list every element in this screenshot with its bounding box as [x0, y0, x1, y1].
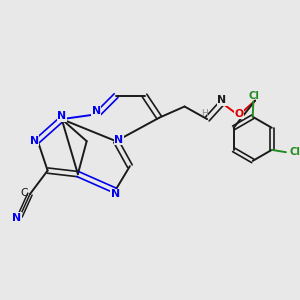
Text: N: N — [217, 95, 226, 105]
Text: N: N — [13, 213, 22, 223]
Text: N: N — [92, 106, 101, 116]
Text: N: N — [111, 189, 120, 199]
Text: N: N — [115, 135, 124, 145]
Text: N: N — [57, 111, 66, 121]
Text: Cl: Cl — [248, 91, 259, 101]
Text: C: C — [21, 188, 28, 198]
Text: Cl: Cl — [289, 147, 300, 157]
Text: N: N — [29, 136, 39, 146]
Text: O: O — [235, 109, 244, 118]
Text: H: H — [202, 110, 208, 118]
